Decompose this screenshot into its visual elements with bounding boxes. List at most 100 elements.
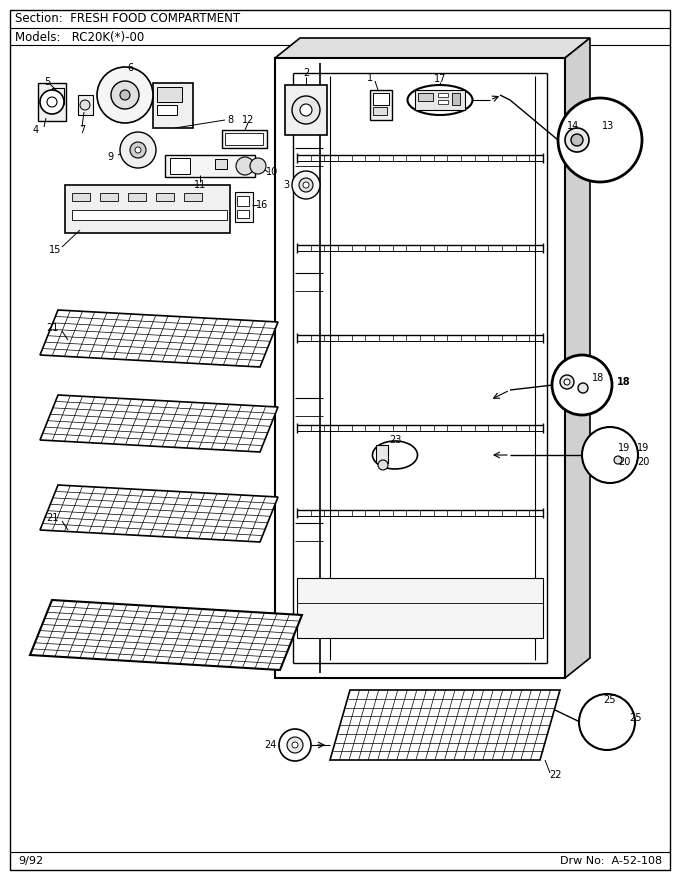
Text: 9/92: 9/92	[18, 856, 43, 866]
Text: 10: 10	[266, 167, 278, 177]
Bar	[597, 143, 612, 147]
Bar	[156, 193, 174, 201]
Bar	[452, 93, 460, 105]
Circle shape	[560, 375, 574, 389]
Circle shape	[579, 694, 635, 750]
Polygon shape	[330, 690, 560, 760]
Bar	[157, 105, 177, 115]
Bar	[593, 130, 618, 150]
Text: 25: 25	[629, 713, 641, 723]
Text: 25: 25	[604, 695, 616, 705]
Bar	[376, 445, 388, 463]
Text: 20: 20	[618, 457, 630, 467]
Text: 17: 17	[434, 74, 446, 84]
Polygon shape	[30, 600, 302, 670]
Text: 18: 18	[617, 377, 631, 387]
Polygon shape	[275, 38, 590, 58]
Text: 15: 15	[49, 245, 61, 255]
Circle shape	[558, 98, 642, 182]
Circle shape	[279, 729, 311, 761]
Circle shape	[135, 147, 141, 153]
Bar	[598, 735, 614, 741]
Bar	[78, 95, 93, 115]
Bar	[373, 93, 389, 105]
Text: 2: 2	[303, 68, 309, 78]
Bar	[607, 447, 617, 455]
Circle shape	[565, 128, 589, 152]
Circle shape	[571, 134, 583, 146]
Circle shape	[552, 355, 612, 415]
Text: 11: 11	[194, 180, 206, 190]
Circle shape	[292, 742, 298, 748]
Circle shape	[564, 379, 570, 385]
Ellipse shape	[373, 441, 418, 469]
Text: 21: 21	[46, 513, 58, 523]
Circle shape	[614, 456, 622, 464]
Bar	[222, 130, 267, 148]
Bar	[592, 443, 606, 465]
Bar	[373, 107, 387, 115]
Bar	[596, 712, 616, 727]
Text: 23: 23	[389, 435, 401, 445]
Circle shape	[299, 178, 313, 192]
Bar	[438, 100, 448, 104]
Text: 21: 21	[46, 323, 58, 333]
Text: 4: 4	[33, 125, 39, 135]
Bar	[184, 193, 202, 201]
Circle shape	[303, 182, 309, 188]
Text: 22: 22	[549, 770, 561, 780]
Text: 16: 16	[256, 200, 268, 210]
Bar	[153, 83, 193, 128]
Bar	[237, 210, 249, 218]
Polygon shape	[40, 395, 278, 452]
Circle shape	[130, 142, 146, 158]
Circle shape	[120, 132, 156, 168]
Text: 8: 8	[227, 115, 233, 125]
Bar	[370, 90, 392, 120]
Circle shape	[292, 171, 320, 199]
Circle shape	[80, 100, 90, 110]
Text: 20: 20	[636, 457, 649, 467]
Text: 24: 24	[264, 740, 276, 750]
Text: 7: 7	[79, 125, 85, 135]
Circle shape	[378, 460, 388, 470]
Bar	[38, 83, 66, 121]
Bar	[418, 93, 433, 101]
Bar	[52, 88, 64, 104]
Bar	[215, 159, 227, 169]
Circle shape	[97, 67, 153, 123]
Ellipse shape	[407, 85, 473, 115]
Text: Models:   RC20K(*)-00: Models: RC20K(*)-00	[15, 30, 144, 44]
Text: 3: 3	[283, 180, 289, 190]
Bar	[165, 155, 255, 177]
Text: 5: 5	[44, 77, 50, 87]
Circle shape	[120, 90, 130, 100]
Text: 19: 19	[618, 443, 630, 453]
Text: 13: 13	[602, 121, 614, 131]
Circle shape	[300, 104, 312, 116]
Polygon shape	[565, 38, 590, 678]
Bar	[597, 133, 612, 141]
Bar	[100, 193, 118, 201]
Bar	[285, 85, 327, 135]
Bar	[128, 193, 146, 201]
Bar	[72, 210, 227, 220]
Bar	[297, 578, 543, 638]
Bar	[225, 133, 263, 145]
Bar	[157, 87, 182, 102]
Circle shape	[578, 383, 588, 393]
Text: 18: 18	[592, 373, 604, 383]
Circle shape	[582, 427, 638, 483]
Bar	[235, 192, 253, 222]
Circle shape	[40, 90, 64, 114]
Text: Section:  FRESH FOOD COMPARTMENT: Section: FRESH FOOD COMPARTMENT	[15, 12, 240, 26]
Bar	[438, 93, 448, 97]
Text: 1: 1	[367, 73, 373, 83]
Text: 9: 9	[107, 152, 113, 162]
Bar	[72, 193, 90, 201]
Circle shape	[111, 81, 139, 109]
Text: 12: 12	[242, 115, 254, 125]
Circle shape	[47, 97, 57, 107]
Bar	[415, 90, 465, 110]
Bar	[65, 185, 230, 233]
